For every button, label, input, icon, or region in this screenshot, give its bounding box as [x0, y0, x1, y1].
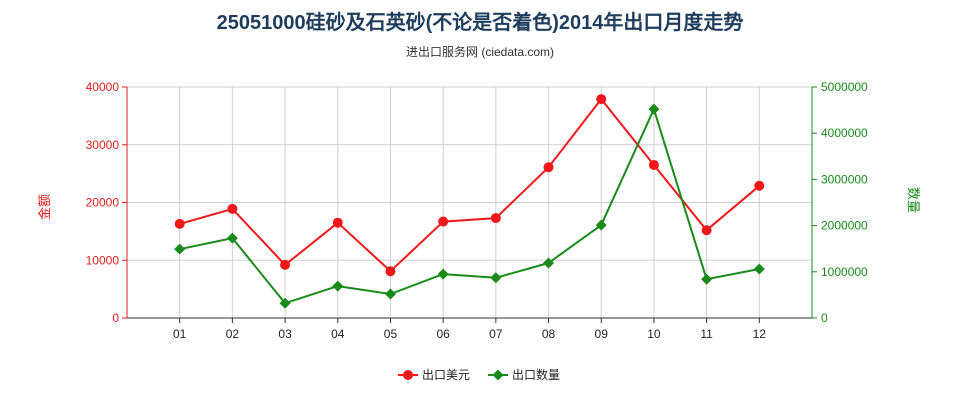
y-right-axis-label: 数量	[906, 187, 921, 213]
gridlines	[127, 86, 812, 319]
x-tick-label: 01	[173, 327, 187, 341]
y-left-tick-label: 10000	[86, 253, 120, 267]
legend-swatch-marker	[492, 369, 504, 381]
x-tick-label: 04	[331, 327, 345, 341]
y-right-tick-label: 1000000	[821, 265, 868, 279]
series-2-point-09	[595, 219, 607, 231]
series-1-point-09	[596, 94, 607, 105]
series-2-point-02	[226, 232, 238, 244]
legend-item-2: 出口数量	[488, 367, 560, 382]
series-2-point-05	[384, 288, 396, 300]
series-1-point-07	[490, 213, 501, 224]
series-1-point-01	[174, 218, 185, 229]
x-tick-label: 03	[278, 327, 292, 341]
series-layer	[174, 94, 765, 309]
y-left-axis-label: 金额	[37, 194, 52, 220]
y-right-tick-label: 4000000	[821, 126, 868, 140]
series-1-point-05	[385, 266, 396, 277]
legend-label: 出口数量	[512, 367, 560, 382]
series-2-point-01	[174, 243, 186, 255]
series-1-point-10	[648, 159, 659, 170]
chart-title: 25051000硅砂及石英砂(不论是否着色)2014年出口月度走势	[217, 10, 744, 34]
series-2-point-08	[543, 257, 555, 269]
series-2-point-12	[753, 263, 765, 275]
y-left-tick-label: 20000	[86, 196, 120, 210]
x-tick-label: 02	[226, 327, 240, 341]
series-1-line	[179, 98, 760, 273]
series-2	[174, 103, 765, 309]
series-1-point-08	[543, 162, 554, 173]
y-right-tick-label: 0	[821, 311, 828, 325]
x-tick-label: 11	[700, 327, 713, 341]
legend-item-1: 出口美元	[398, 368, 470, 382]
series-2-point-10	[648, 103, 660, 115]
y-right-tick-label: 3000000	[821, 172, 868, 186]
y-left-tick-label: 0	[112, 311, 119, 325]
series-1-point-02	[227, 203, 238, 214]
x-tick-label: 09	[595, 327, 609, 341]
series-1	[174, 94, 765, 277]
series-1-point-03	[280, 259, 291, 270]
series-2-point-11	[701, 273, 713, 285]
axes: 0 10000 20000 30000 40000 0 1000000 2000000 3000…	[86, 80, 868, 341]
y-right-tick-label: 2000000	[821, 219, 868, 233]
x-tick-label: 06	[436, 327, 450, 341]
series-1-point-04	[332, 217, 343, 228]
legend-label: 出口美元	[422, 368, 470, 382]
chart-subtitle: 进出口服务网 (ciedata.com)	[406, 44, 554, 59]
series-2-line	[179, 108, 760, 305]
legend-swatch-marker	[403, 370, 413, 380]
y-left-tick-label: 40000	[86, 80, 120, 94]
series-2-point-04	[332, 280, 344, 292]
series-1-point-06	[438, 216, 449, 227]
series-2-point-06	[437, 268, 449, 280]
x-tick-label: 08	[542, 327, 556, 341]
legend: 出口美元 出口数量	[398, 367, 560, 382]
y-left-tick-label: 30000	[86, 138, 120, 152]
y-right-tick-label: 5000000	[821, 80, 868, 94]
series-2-point-03	[279, 297, 291, 309]
x-tick-label: 12	[753, 327, 767, 341]
x-tick-label: 05	[384, 327, 398, 341]
series-1-point-11	[701, 225, 712, 236]
series-2-point-07	[490, 272, 502, 284]
x-tick-label: 10	[647, 327, 661, 341]
x-tick-label: 07	[489, 327, 503, 341]
series-1-point-12	[754, 180, 765, 191]
